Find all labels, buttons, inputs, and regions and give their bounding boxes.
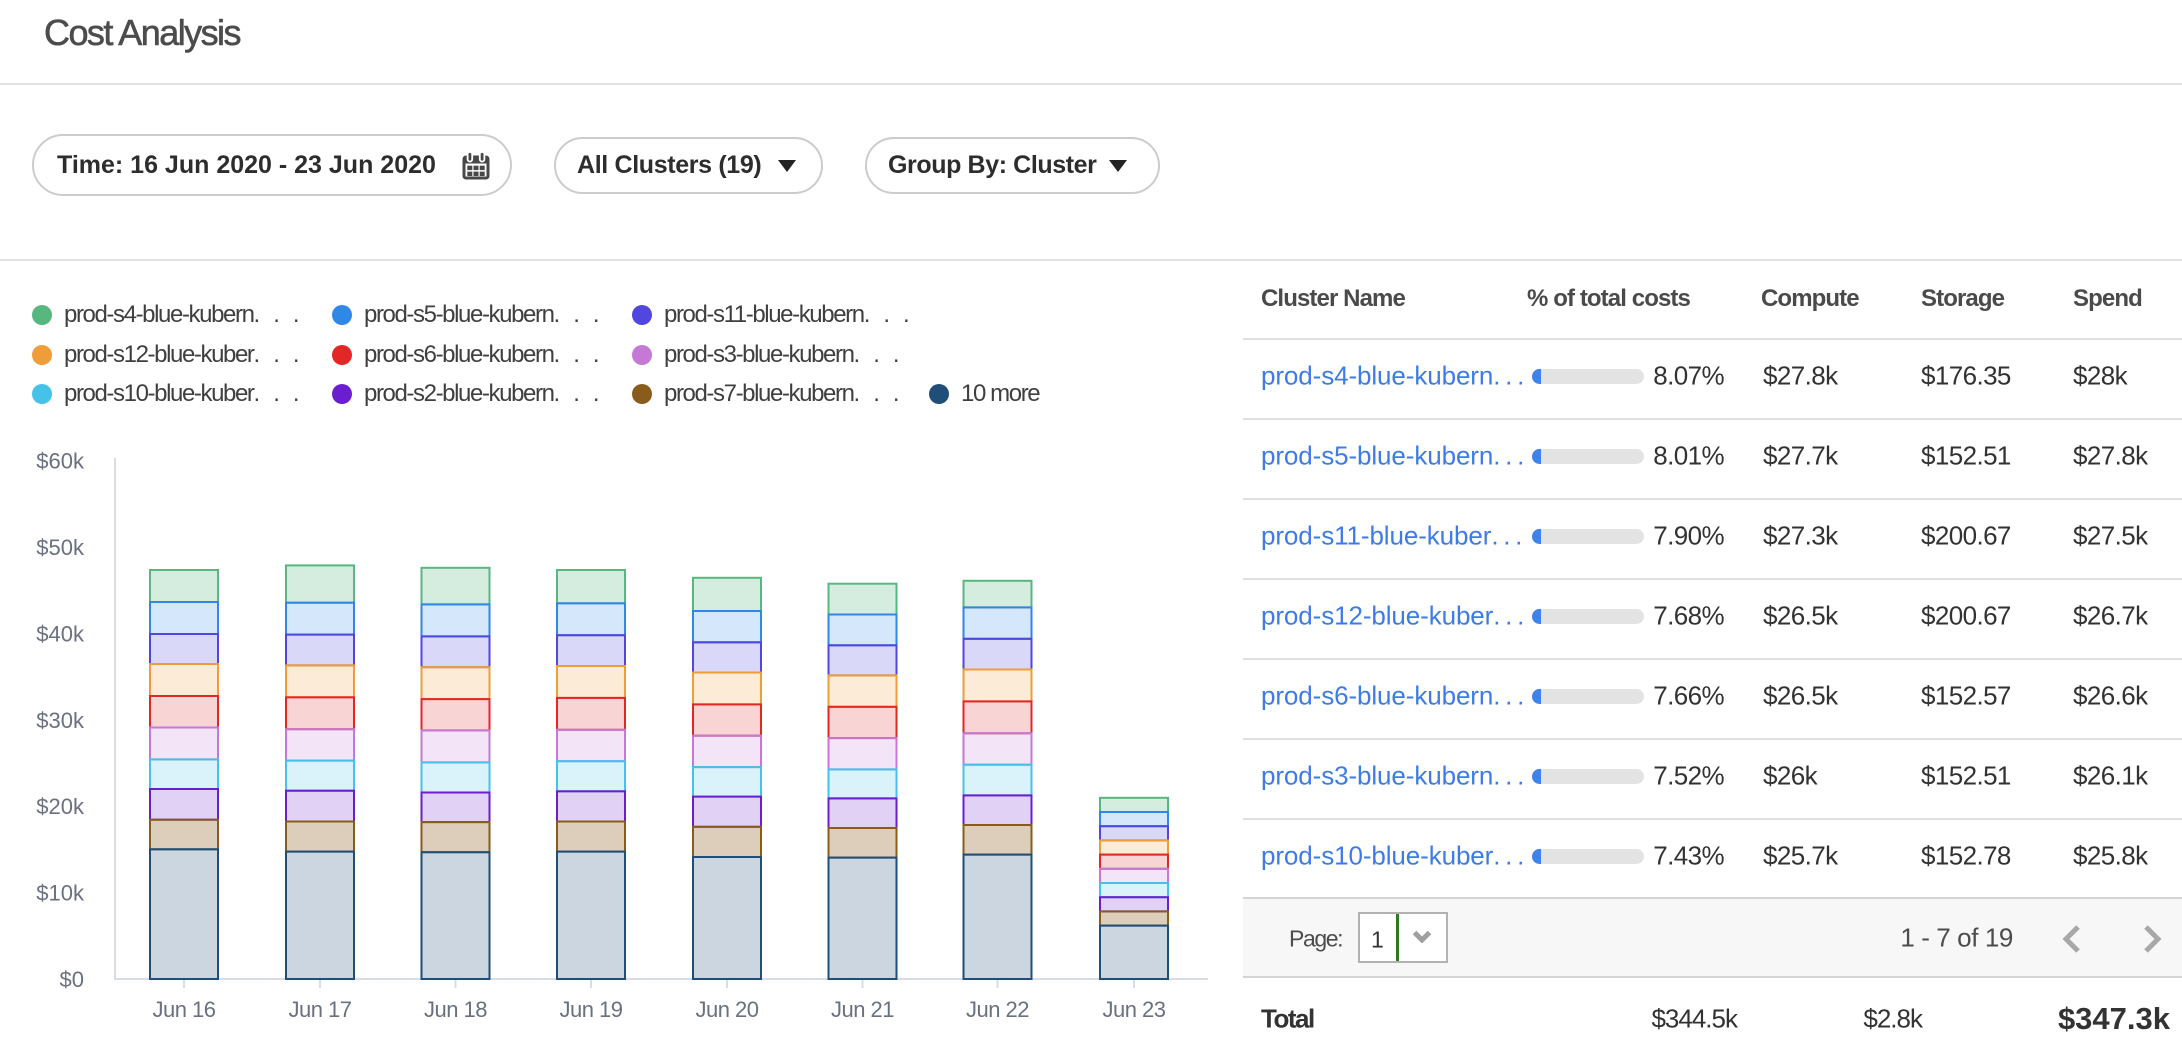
svg-text:Jun 22: Jun 22	[966, 997, 1029, 1022]
svg-text:Jun 23: Jun 23	[1102, 997, 1165, 1022]
svg-text:Jun 17: Jun 17	[288, 997, 351, 1022]
svg-text:Jun 21: Jun 21	[831, 997, 894, 1022]
svg-text:Jun 19: Jun 19	[559, 997, 622, 1022]
svg-text:$20k: $20k	[36, 794, 85, 819]
svg-text:$30k: $30k	[36, 708, 85, 733]
svg-text:$50k: $50k	[36, 535, 85, 560]
svg-text:Jun 16: Jun 16	[152, 997, 215, 1022]
svg-text:$60k: $60k	[36, 449, 85, 474]
svg-text:$10k: $10k	[36, 881, 85, 906]
svg-text:$40k: $40k	[36, 621, 85, 646]
svg-text:Jun 18: Jun 18	[424, 997, 487, 1022]
svg-text:Jun 20: Jun 20	[695, 997, 758, 1022]
svg-text:$0: $0	[60, 967, 84, 992]
